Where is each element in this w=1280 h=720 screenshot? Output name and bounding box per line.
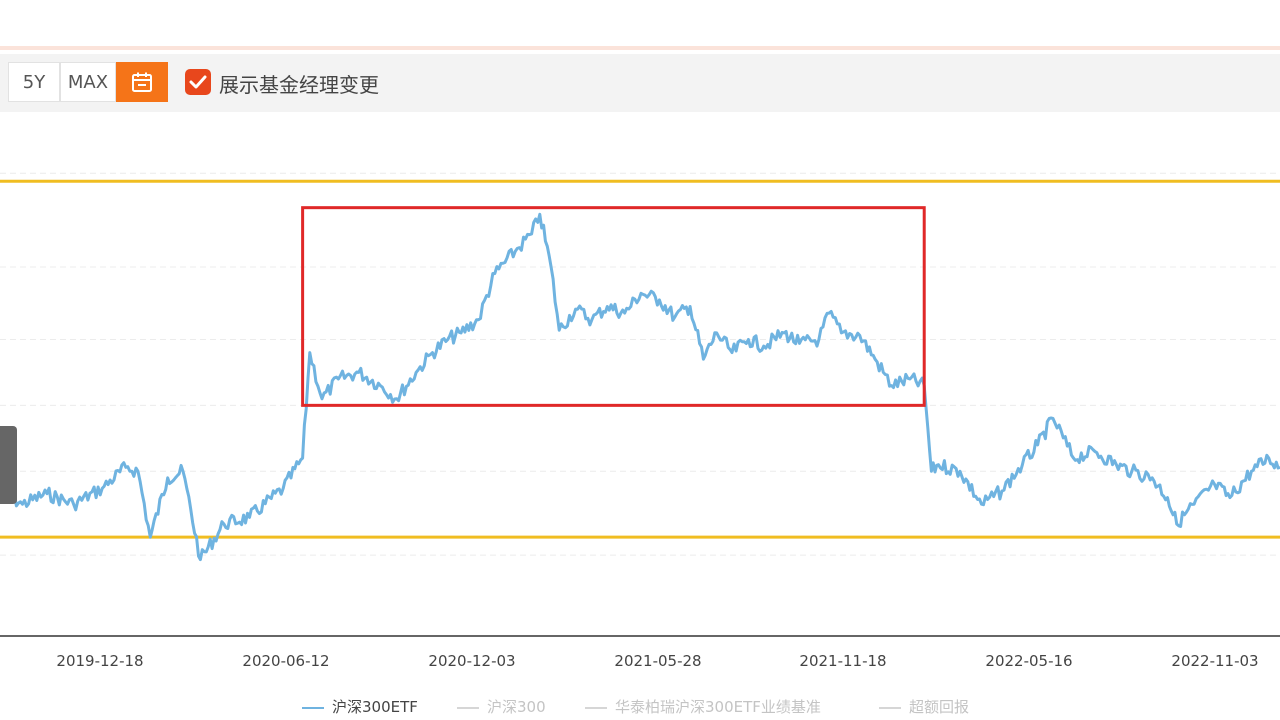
x-tick-label: 2022-05-16 <box>985 652 1072 670</box>
range-5y-button[interactable]: 5Y <box>8 62 60 102</box>
x-tick-label: 2021-05-28 <box>614 652 701 670</box>
calendar-button[interactable] <box>116 62 168 102</box>
legend-swatch <box>585 706 607 709</box>
range-max-button[interactable]: MAX <box>60 62 116 102</box>
x-tick-label: 2021-11-18 <box>799 652 886 670</box>
x-tick-label: 2022-11-03 <box>1171 652 1258 670</box>
x-tick-label: 2019-12-18 <box>56 652 143 670</box>
legend-item[interactable]: 超额回报 <box>879 696 969 718</box>
series-line-hs300etf <box>0 212 1280 562</box>
checkmark-icon <box>189 75 207 89</box>
legend-label: 沪深300ETF <box>332 698 418 716</box>
legend-label: 沪深300 <box>487 698 546 716</box>
highlight-box <box>301 206 926 407</box>
legend-item[interactable]: 华泰柏瑞沪深300ETF业绩基准 <box>585 696 821 718</box>
legend-swatch <box>457 706 479 709</box>
x-tick-label: 2020-06-12 <box>242 652 329 670</box>
legend-item[interactable]: 沪深300 <box>457 696 546 718</box>
chart-toolbar <box>0 54 1280 112</box>
show-manager-change-checkbox[interactable] <box>185 69 211 95</box>
chart-scroll-handle[interactable] <box>0 426 17 504</box>
calendar-icon <box>132 72 152 92</box>
legend-label: 超额回报 <box>909 698 970 716</box>
nav-line-chart: 2019-12-18 2020-06-12 2020-12-03 2021-05-28… <box>0 172 1280 670</box>
legend-swatch <box>879 706 901 709</box>
legend-label: 华泰柏瑞沪深300ETF业绩基准 <box>615 698 821 716</box>
top-accent-bar <box>0 46 1280 50</box>
top-strip <box>0 0 1280 46</box>
x-tick-label: 2020-12-03 <box>428 652 515 670</box>
show-manager-change-label[interactable]: 展示基金经理变更 <box>219 73 379 97</box>
legend-item[interactable]: 沪深300ETF <box>302 696 418 718</box>
legend-swatch <box>302 706 324 709</box>
